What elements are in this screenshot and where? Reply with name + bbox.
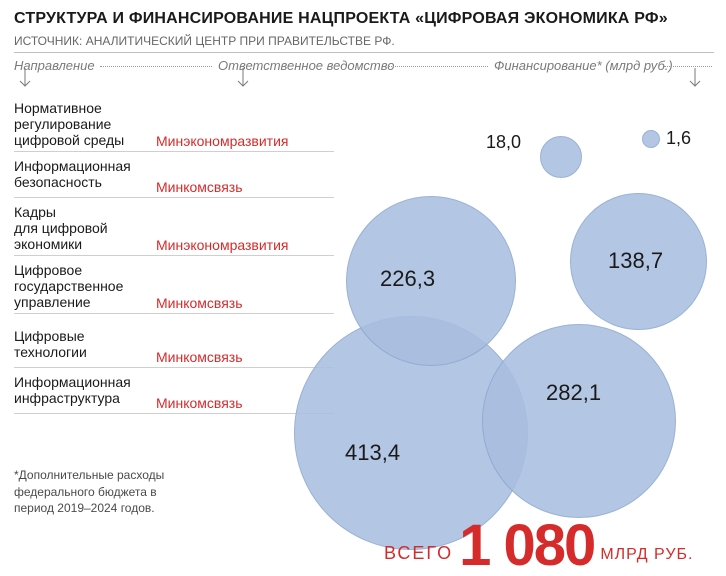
total-suffix: МЛРД РУБ. [600,546,693,564]
row-direction: Информационнаябезопасность [14,158,131,190]
page-title: СТРУКТУРА И ФИНАНСИРОВАНИЕ НАЦПРОЕКТА «Ц… [14,10,668,28]
bubble-label: 282,1 [546,380,601,406]
total-prefix: ВСЕГО [384,543,453,564]
total-line: ВСЕГО 1 080 МЛРД РУБ. [384,520,693,572]
col-guide-3 [664,66,712,67]
row-direction: Цифровоегосударственноеуправление [14,262,123,310]
col-guide-2 [388,66,488,67]
row-agency: Минкомсвязь [156,179,242,195]
bubble-label: 18,0 [486,132,521,153]
bubble-label: 413,4 [345,440,400,466]
col-head-funding: Финансирование* (млрд руб.) [494,58,673,73]
total-value: 1 080 [459,520,594,572]
row-agency: Минкомсвязь [156,349,242,365]
row-direction: Информационнаяинфраструктура [14,374,131,406]
row-agency: Минкомсвязь [156,395,242,411]
bubble [482,324,676,518]
top-divider [14,52,714,53]
row-direction: Нормативноерегулированиецифровой среды [14,100,124,148]
bubble-label: 138,7 [608,248,663,274]
row-agency: Минкомсвязь [156,295,242,311]
col-guide-1 [100,66,212,67]
arrow-agency-icon [236,68,250,97]
arrow-direction-icon [18,68,32,97]
row-direction: Кадрыдля цифровойэкономики [14,204,108,252]
source-line: ИСТОЧНИК: АНАЛИТИЧЕСКИЙ ЦЕНТР ПРИ ПРАВИТ… [14,34,395,48]
bubble-chart: 413,4 282,1 226,3 138,7 18,0 1,6 [250,120,726,550]
bubble-label: 1,6 [666,128,691,149]
arrow-funding-icon [688,68,702,97]
bubble-label: 226,3 [380,266,435,292]
bubble [642,130,660,148]
bubble [540,136,582,178]
row-direction: Цифровыетехнологии [14,328,87,360]
footnote: *Дополнительные расходы федерального бюд… [14,467,194,516]
